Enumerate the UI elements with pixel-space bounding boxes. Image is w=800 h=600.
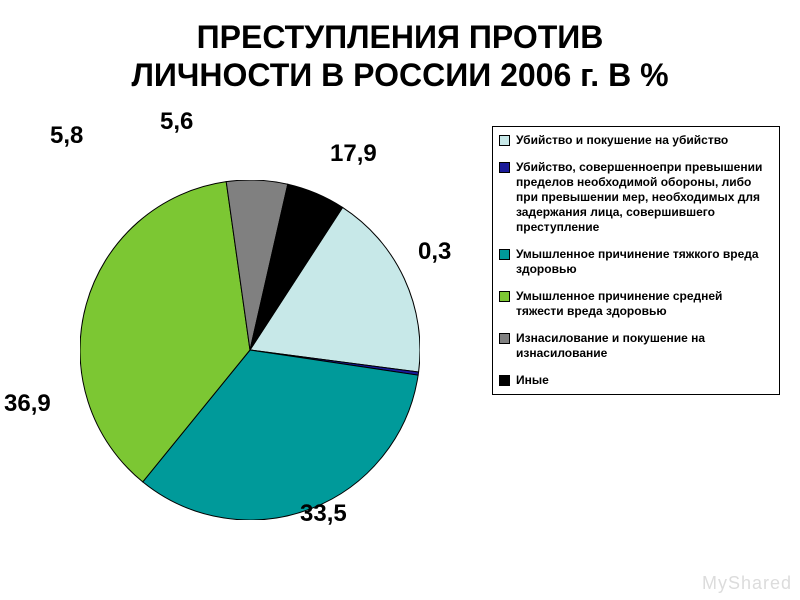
legend-label: Иные [516, 373, 549, 388]
legend-swatch [499, 333, 510, 344]
legend-swatch [499, 291, 510, 302]
legend-label: Умышленное причинение тяжкого вреда здор… [516, 247, 773, 277]
pie-chart-area: 17,90,333,536,95,85,6 [20, 120, 490, 580]
legend-item: Изнасилование и покушение на изнасилован… [499, 331, 773, 361]
watermark: MyShared [702, 573, 792, 594]
legend-label: Изнасилование и покушение на изнасилован… [516, 331, 773, 361]
legend-item: Умышленное причинение средней тяжести вр… [499, 289, 773, 319]
legend-label: Убийство, совершенноепри превышении пред… [516, 160, 773, 235]
pie-chart [80, 180, 420, 520]
slice-value-label: 36,9 [4, 390, 51, 418]
title-line-1: ПРЕСТУПЛЕНИЯ ПРОТИВ [0, 18, 800, 56]
legend-item: Убийство, совершенноепри превышении пред… [499, 160, 773, 235]
slice-value-label: 0,3 [418, 238, 451, 266]
chart-title: ПРЕСТУПЛЕНИЯ ПРОТИВ ЛИЧНОСТИ В РОССИИ 20… [0, 0, 800, 95]
legend-item: Умышленное причинение тяжкого вреда здор… [499, 247, 773, 277]
legend-label: Убийство и покушение на убийство [516, 133, 728, 148]
legend-swatch [499, 135, 510, 146]
legend-swatch [499, 375, 510, 386]
title-line-2: ЛИЧНОСТИ В РОССИИ 2006 г. В % [0, 56, 800, 94]
legend-swatch [499, 162, 510, 173]
legend-item: Иные [499, 373, 773, 388]
slice-value-label: 5,8 [50, 122, 83, 150]
slice-value-label: 17,9 [330, 140, 377, 168]
legend-swatch [499, 249, 510, 260]
slice-value-label: 5,6 [160, 108, 193, 136]
chart-legend: Убийство и покушение на убийство Убийство… [492, 126, 780, 395]
legend-item: Убийство и покушение на убийство [499, 133, 773, 148]
legend-label: Умышленное причинение средней тяжести вр… [516, 289, 773, 319]
slice-value-label: 33,5 [300, 500, 347, 528]
